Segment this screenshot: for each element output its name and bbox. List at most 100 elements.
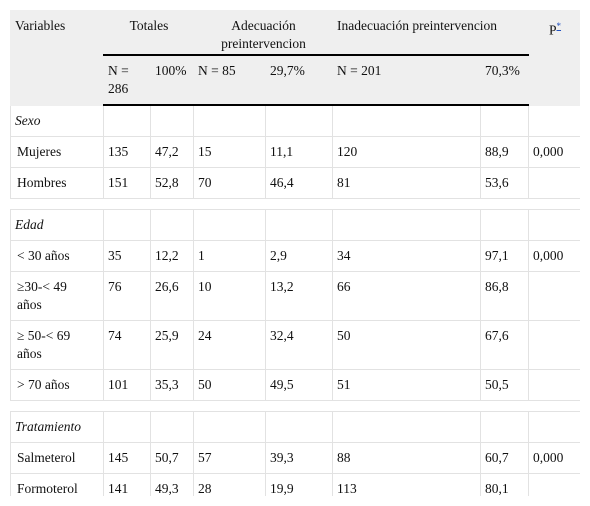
empty-cell bbox=[528, 270, 580, 321]
cell: 12,2 bbox=[149, 239, 195, 272]
cell: 88,9 bbox=[480, 135, 530, 168]
cell: 46,4 bbox=[265, 166, 334, 199]
cell: 32,4 bbox=[265, 319, 334, 370]
section-title: Sexo bbox=[10, 104, 104, 137]
empty-cell bbox=[103, 410, 151, 443]
column-header: Totales bbox=[102, 10, 195, 56]
cell: 66 bbox=[332, 270, 482, 321]
subheader: 29,7% bbox=[265, 54, 334, 106]
empty-cell bbox=[265, 208, 334, 241]
empty-cell bbox=[332, 410, 482, 443]
data-table: Variables Totales Adecuación preintervenci… bbox=[10, 10, 580, 496]
empty-cell bbox=[103, 208, 151, 241]
cell: 35,3 bbox=[149, 368, 195, 401]
row-label: Hombres bbox=[10, 166, 104, 199]
empty-cell bbox=[528, 472, 580, 496]
cell: 35 bbox=[103, 239, 151, 272]
empty-cell bbox=[149, 104, 195, 137]
column-header: Inadecuación preintervencion bbox=[332, 10, 530, 56]
row-label: Formoterol bbox=[10, 472, 104, 496]
empty-cell bbox=[265, 410, 334, 443]
cell: 34 bbox=[332, 239, 482, 272]
row-label: ≥30-< 49 años bbox=[10, 270, 104, 321]
cell: 28 bbox=[193, 472, 267, 496]
empty-cell bbox=[480, 104, 530, 137]
spacer bbox=[10, 399, 580, 412]
section-title: Edad bbox=[10, 208, 104, 241]
cell: 145 bbox=[103, 441, 151, 474]
cell: 15 bbox=[193, 135, 267, 168]
cell: 88 bbox=[332, 441, 482, 474]
cell: 1 bbox=[193, 239, 267, 272]
data-row: Mujeres 135 47,2 15 11,1 120 88,9 0,000 bbox=[10, 135, 580, 168]
cell: 113 bbox=[332, 472, 482, 496]
cell: 24 bbox=[193, 319, 267, 370]
cell: 13,2 bbox=[265, 270, 334, 321]
empty-cell bbox=[528, 319, 580, 370]
cell: 0,000 bbox=[528, 135, 580, 168]
section-row: Edad bbox=[10, 208, 580, 241]
empty-cell bbox=[103, 104, 151, 137]
cell: 57 bbox=[193, 441, 267, 474]
cell: 19,9 bbox=[265, 472, 334, 496]
spacer-row bbox=[10, 399, 580, 412]
cell: 47,2 bbox=[149, 135, 195, 168]
cell: 50 bbox=[332, 319, 482, 370]
empty-cell bbox=[332, 104, 482, 137]
empty-cell bbox=[528, 104, 580, 137]
column-header: Variables bbox=[10, 10, 104, 106]
subheader: N = 201 bbox=[332, 54, 482, 106]
cell: 74 bbox=[103, 319, 151, 370]
data-row: ≥30-< 49 años 76 26,6 10 13,2 66 86,8 bbox=[10, 270, 580, 321]
cell: 25,9 bbox=[149, 319, 195, 370]
empty-cell bbox=[265, 104, 334, 137]
section-title: Tratamiento bbox=[10, 410, 104, 443]
header-row: Variables Totales Adecuación preintervenci… bbox=[10, 10, 580, 106]
cell: 52,8 bbox=[149, 166, 195, 199]
cell: 49,3 bbox=[149, 472, 195, 496]
cell: 0,000 bbox=[528, 441, 580, 474]
empty-cell bbox=[528, 410, 580, 443]
section-row: Sexo bbox=[10, 104, 580, 137]
cell: 10 bbox=[193, 270, 267, 321]
row-label: Mujeres bbox=[10, 135, 104, 168]
subheader: N = 85 bbox=[193, 54, 267, 106]
empty-cell bbox=[528, 208, 580, 241]
subheader: N = 286 bbox=[103, 54, 151, 106]
cell: 97,1 bbox=[480, 239, 530, 272]
cell: 135 bbox=[103, 135, 151, 168]
cell: 60,7 bbox=[480, 441, 530, 474]
cell: 81 bbox=[332, 166, 482, 199]
data-row: ≥ 50-< 69 años 74 25,9 24 32,4 50 67,6 bbox=[10, 319, 580, 370]
spacer-row bbox=[10, 197, 580, 210]
cell: 11,1 bbox=[265, 135, 334, 168]
empty-cell bbox=[193, 410, 267, 443]
empty-cell bbox=[149, 410, 195, 443]
empty-cell bbox=[149, 208, 195, 241]
row-label: ≥ 50-< 69 años bbox=[10, 319, 104, 370]
data-row: Hombres 151 52,8 70 46,4 81 53,6 bbox=[10, 166, 580, 199]
cell: 151 bbox=[103, 166, 151, 199]
cell: 141 bbox=[103, 472, 151, 496]
subheader: 100% bbox=[149, 54, 195, 106]
data-row: < 30 años 35 12,2 1 2,9 34 97,1 0,000 bbox=[10, 239, 580, 272]
column-header: P* bbox=[528, 10, 580, 106]
empty-cell bbox=[480, 410, 530, 443]
data-row: > 70 años 101 35,3 50 49,5 51 50,5 bbox=[10, 368, 580, 401]
p-label: P bbox=[549, 22, 557, 38]
empty-cell bbox=[480, 208, 530, 241]
data-row: Salmeterol 145 50,7 57 39,3 88 60,7 0,000 bbox=[10, 441, 580, 474]
cell: 67,6 bbox=[480, 319, 530, 370]
cell: 80,1 bbox=[480, 472, 530, 496]
empty-cell bbox=[332, 208, 482, 241]
subheader-row: N = 286 100% N = 85 29,7% N = 201 70,3% bbox=[11, 54, 581, 106]
cell: 101 bbox=[103, 368, 151, 401]
cell: 50 bbox=[193, 368, 267, 401]
footnote-link[interactable]: * bbox=[556, 21, 562, 31]
table-header: Variables Totales Adecuación preintervenci… bbox=[10, 10, 581, 106]
data-row: Formoterol 141 49,3 28 19,9 113 80,1 bbox=[10, 472, 580, 496]
cell: 51 bbox=[332, 368, 482, 401]
row-label: < 30 años bbox=[10, 239, 104, 272]
table-body: Sexo Mujeres 135 47,2 15 11,1 120 88,9 0,000 Homb… bbox=[10, 104, 580, 496]
